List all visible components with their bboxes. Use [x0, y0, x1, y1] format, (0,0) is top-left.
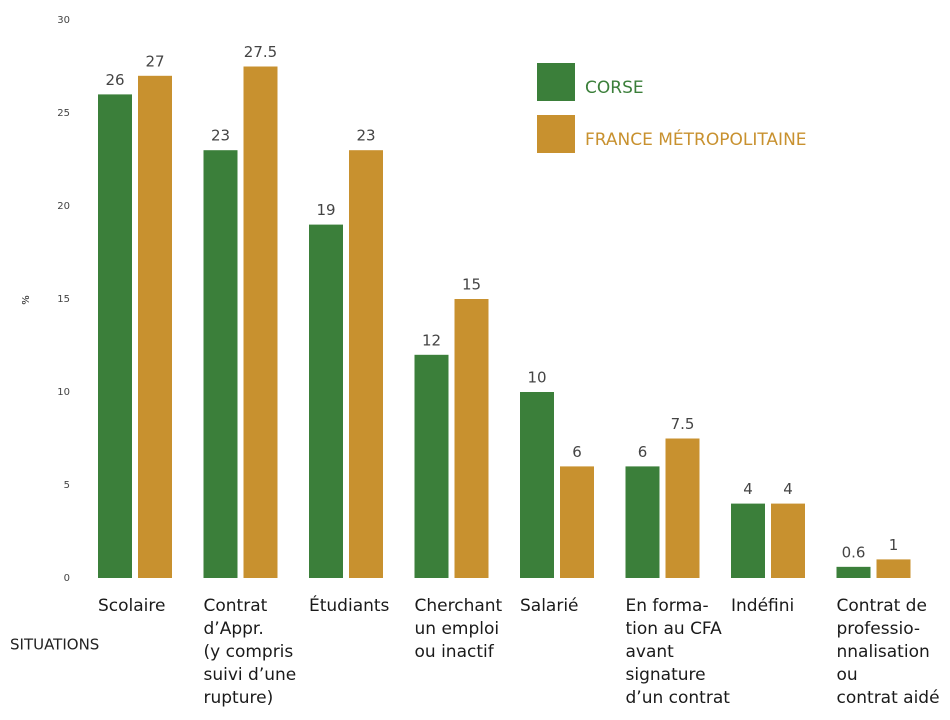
x-tick-label: avant	[626, 642, 675, 662]
value-label: 6	[638, 443, 648, 461]
bar	[414, 354, 449, 578]
y-tick-label: 25	[57, 108, 70, 119]
x-tick-label: (y compris	[204, 642, 294, 662]
x-tick-label: professio-	[837, 619, 921, 639]
value-label: 1	[889, 536, 899, 554]
x-tick-label: Salarié	[520, 596, 579, 616]
y-tick-label: 0	[64, 573, 70, 584]
bar	[731, 503, 765, 578]
y-tick-label: 30	[57, 15, 70, 26]
x-tick-label: suivi d’une	[204, 665, 297, 685]
y-axis-label: %	[21, 295, 32, 305]
value-label: 19	[316, 201, 335, 219]
legend-label: FRANCE MÉTROPOLITAINE	[585, 128, 807, 150]
x-tick-label: d’Appr.	[204, 619, 264, 639]
value-label: 12	[422, 331, 441, 349]
value-label: 15	[462, 276, 481, 294]
x-tick-label: Scolaire	[98, 596, 165, 616]
bar	[520, 392, 554, 578]
value-label: 10	[527, 369, 546, 387]
bar	[243, 66, 278, 578]
x-tick-label: signature	[626, 665, 706, 685]
value-label: 26	[105, 71, 124, 89]
bar	[560, 466, 594, 578]
bar	[625, 466, 660, 578]
bar	[203, 150, 238, 578]
bar	[349, 150, 383, 578]
legend-swatch	[537, 115, 575, 153]
legend-swatch	[537, 63, 575, 101]
x-axis-label: SITUATIONS	[10, 636, 99, 654]
bar	[138, 75, 172, 579]
x-tick-label: contrat aidé	[837, 688, 940, 708]
x-tick-label: tion au CFA	[626, 619, 723, 639]
x-tick-label: Cherchant	[415, 596, 503, 616]
value-label: 7.5	[671, 415, 695, 433]
y-tick-label: 10	[57, 387, 70, 398]
bar	[454, 299, 489, 578]
y-tick-label: 20	[57, 201, 70, 212]
x-tick-label: un emploi	[415, 619, 500, 639]
bar	[771, 503, 805, 578]
y-tick-label: 15	[57, 294, 70, 305]
bar	[309, 224, 343, 578]
x-tick-label: rupture)	[204, 688, 274, 708]
value-label: 4	[743, 480, 753, 498]
x-tick-label: Indéfini	[731, 596, 794, 616]
legend-label: CORSE	[585, 78, 644, 98]
value-label: 23	[211, 127, 230, 145]
y-tick-label: 5	[64, 480, 70, 491]
bar	[665, 438, 700, 578]
x-tick-label: ou	[837, 665, 858, 685]
value-label: 23	[356, 127, 375, 145]
x-tick-label: Étudiants	[309, 594, 390, 616]
value-label: 4	[783, 480, 793, 498]
value-label: 6	[572, 443, 582, 461]
x-tick-label: ou inactif	[415, 642, 495, 662]
value-label: 27	[145, 52, 164, 70]
x-tick-label: Contrat	[204, 596, 268, 616]
x-tick-label: nnalisation	[837, 642, 930, 662]
bar	[836, 566, 871, 578]
x-tick-label: d’un contrat	[626, 688, 731, 708]
x-tick-label: En forma-	[626, 596, 709, 616]
x-tick-label: Contrat de	[837, 596, 927, 616]
bar	[98, 94, 132, 579]
value-label: 0.6	[842, 543, 866, 561]
value-label: 27.5	[244, 43, 277, 61]
bar	[876, 559, 911, 578]
